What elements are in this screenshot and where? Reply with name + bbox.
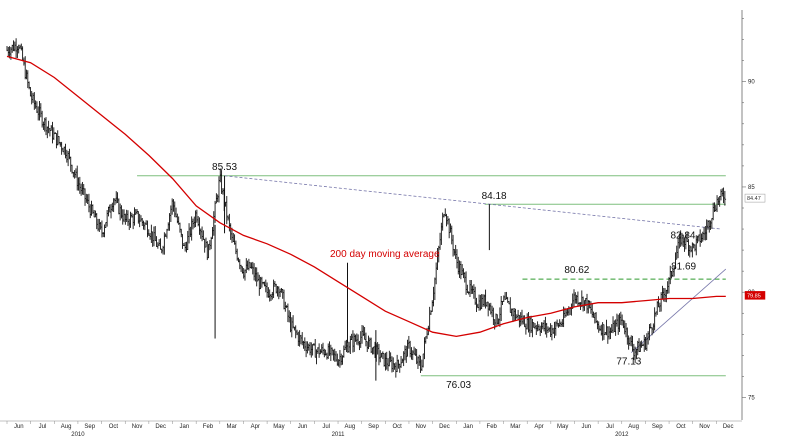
x-month-label: Jun [14, 424, 24, 430]
x-year-label: 2011 [332, 432, 346, 438]
x-month-label: Jan [463, 424, 473, 430]
x-month-label: Apr [534, 424, 543, 430]
x-month-label: Dec [155, 424, 166, 430]
x-month-label: Jul [39, 424, 47, 430]
moving-average-series [6, 55, 726, 338]
moving-average-label: 200 day moving average [330, 249, 440, 260]
value-tag-label: 79.85 [747, 293, 761, 299]
moving-average-line [6, 55, 726, 338]
price-annotation: 76.03 [446, 380, 471, 391]
x-month-label: Nov [415, 424, 426, 430]
x-month-label: Mar [510, 424, 520, 430]
value-tag-box [744, 193, 766, 203]
x-axis: Jun Jul Aug Sep Oct Nov Dec Jan Feb Mar Apr May Jun J… [0, 420, 742, 438]
y-tick-label: 90 [748, 80, 755, 86]
x-month-label: Jun [581, 424, 591, 430]
x-month-label: Sep [652, 424, 663, 430]
support-resistance-levels [137, 175, 726, 377]
x-year-label: 2012 [615, 432, 629, 438]
x-month-label: May [273, 424, 284, 430]
x-month-label: Aug [61, 424, 72, 430]
price-annotation: 84.18 [482, 191, 507, 202]
value-tag-label: 84.47 [747, 196, 761, 202]
x-month-label: Jul [322, 424, 330, 430]
x-month-label: Aug [628, 424, 639, 430]
x-month-label: Nov [699, 424, 710, 430]
price-annotation: 77.13 [616, 357, 641, 368]
x-month-label: Sep [84, 424, 95, 430]
price-annotation: 81.69 [671, 262, 696, 273]
x-month-label: Nov [132, 424, 143, 430]
x-month-label: Feb [203, 424, 214, 430]
x-month-label: Oct [676, 424, 686, 430]
x-month-label: May [557, 424, 568, 430]
x-month-label: Jun [298, 424, 308, 430]
price-annotation: 82.84 [670, 230, 695, 241]
price-annotations: 85.53 84.18 80.62 76.03 77.13 82.84 81.69 [212, 162, 697, 391]
price-series [6, 38, 727, 381]
value-tag-box [744, 291, 766, 300]
trendline [224, 175, 722, 230]
value-tags: 84.47 79.85 [744, 193, 766, 300]
x-month-label: Jul [606, 424, 614, 430]
x-month-label: Dec [439, 424, 450, 430]
x-month-label: Dec [723, 424, 734, 430]
y-tick-label: 85 [748, 185, 755, 191]
x-year-label: 2010 [71, 432, 85, 438]
x-month-label: Oct [109, 424, 119, 430]
price-annotation: 85.53 [212, 162, 237, 173]
x-month-label: Apr [251, 424, 260, 430]
x-month-label: Aug [345, 424, 356, 430]
x-month-label: Feb [487, 424, 498, 430]
x-month-label: Mar [226, 424, 236, 430]
price-annotation: 80.62 [564, 265, 589, 276]
x-month-label: Oct [392, 424, 402, 430]
y-tick-label: 75 [748, 395, 755, 401]
x-month-label: Sep [368, 424, 379, 430]
x-month-label: Jan [179, 424, 189, 430]
